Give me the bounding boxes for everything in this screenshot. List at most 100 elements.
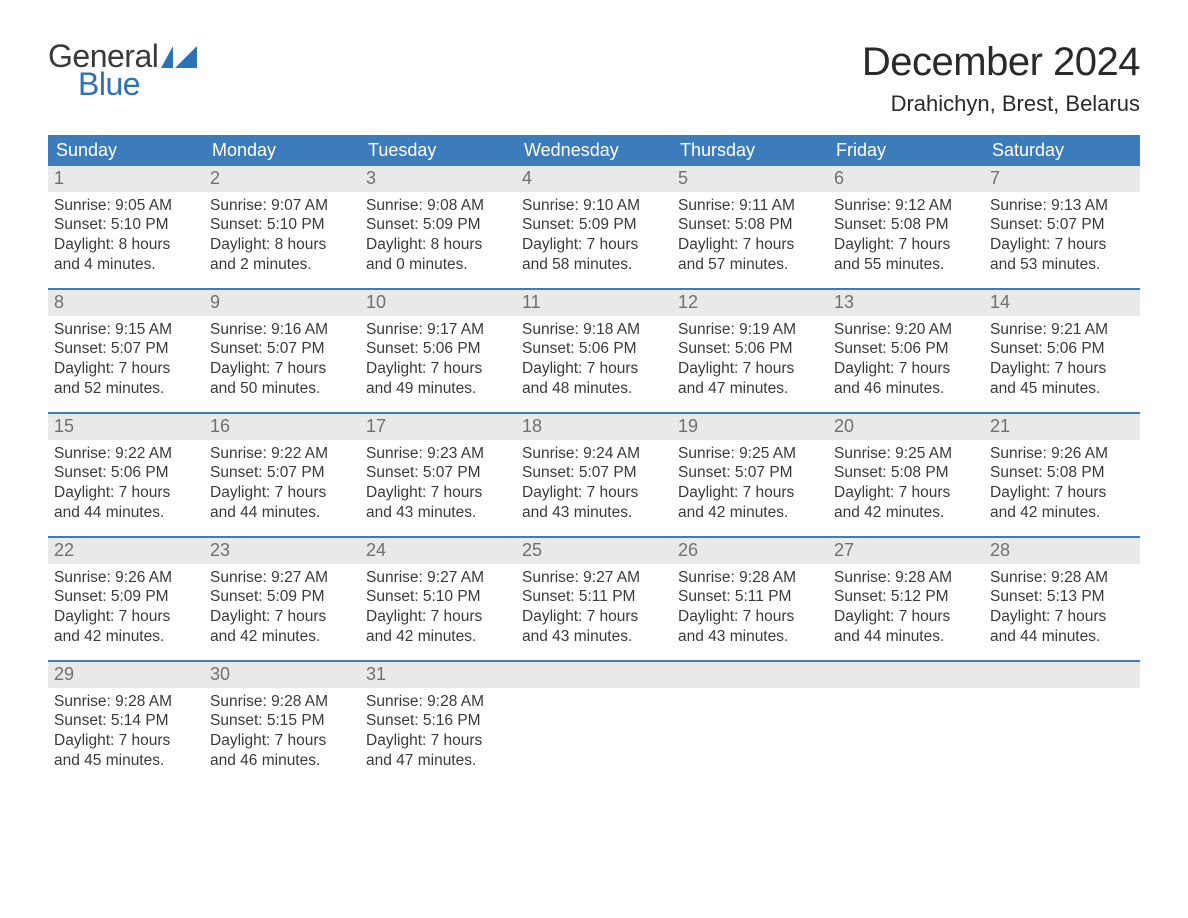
calendar-day: 13Sunrise: 9:20 AMSunset: 5:06 PMDayligh… [828,290,984,412]
dow-cell: Tuesday [360,135,516,166]
calendar-day: 28Sunrise: 9:28 AMSunset: 5:13 PMDayligh… [984,538,1140,660]
day-detail-line: Sunrise: 9:23 AM [366,444,510,464]
day-details: Sunrise: 9:25 AMSunset: 5:07 PMDaylight:… [672,440,828,531]
brand-logo: General Blue [48,40,197,100]
day-detail-line: Sunrise: 9:25 AM [678,444,822,464]
day-detail-line: and 42 minutes. [678,503,822,523]
day-number: 31 [360,662,516,688]
day-detail-line: Sunset: 5:09 PM [210,587,354,607]
day-detail-line: and 0 minutes. [366,255,510,275]
day-details: Sunrise: 9:15 AMSunset: 5:07 PMDaylight:… [48,316,204,407]
week-row: 8Sunrise: 9:15 AMSunset: 5:07 PMDaylight… [48,288,1140,412]
day-detail-line: Sunset: 5:09 PM [522,215,666,235]
weeks-container: 1Sunrise: 9:05 AMSunset: 5:10 PMDaylight… [48,166,1140,784]
day-details: Sunrise: 9:17 AMSunset: 5:06 PMDaylight:… [360,316,516,407]
day-detail-line: and 4 minutes. [54,255,198,275]
day-detail-line: Daylight: 8 hours [366,235,510,255]
day-details: Sunrise: 9:22 AMSunset: 5:07 PMDaylight:… [204,440,360,531]
day-detail-line: Sunset: 5:06 PM [834,339,978,359]
calendar-day: 19Sunrise: 9:25 AMSunset: 5:07 PMDayligh… [672,414,828,536]
day-detail-line: Daylight: 7 hours [522,359,666,379]
day-details: Sunrise: 9:27 AMSunset: 5:10 PMDaylight:… [360,564,516,655]
title-block: December 2024 Drahichyn, Brest, Belarus [862,40,1140,117]
day-detail-line: Sunset: 5:15 PM [210,711,354,731]
day-details: Sunrise: 9:27 AMSunset: 5:11 PMDaylight:… [516,564,672,655]
day-detail-line: Sunrise: 9:20 AM [834,320,978,340]
day-detail-line: and 49 minutes. [366,379,510,399]
day-number: 4 [516,166,672,192]
calendar-day: 8Sunrise: 9:15 AMSunset: 5:07 PMDaylight… [48,290,204,412]
calendar-day: 18Sunrise: 9:24 AMSunset: 5:07 PMDayligh… [516,414,672,536]
day-detail-line: Daylight: 7 hours [366,359,510,379]
day-detail-line: Sunrise: 9:22 AM [210,444,354,464]
calendar-day: 17Sunrise: 9:23 AMSunset: 5:07 PMDayligh… [360,414,516,536]
day-detail-line: Sunrise: 9:18 AM [522,320,666,340]
day-number: 29 [48,662,204,688]
day-detail-line: Sunset: 5:08 PM [990,463,1134,483]
week-row: 15Sunrise: 9:22 AMSunset: 5:06 PMDayligh… [48,412,1140,536]
calendar-day: 25Sunrise: 9:27 AMSunset: 5:11 PMDayligh… [516,538,672,660]
calendar-day: 10Sunrise: 9:17 AMSunset: 5:06 PMDayligh… [360,290,516,412]
day-details: Sunrise: 9:28 AMSunset: 5:11 PMDaylight:… [672,564,828,655]
calendar-day: 27Sunrise: 9:28 AMSunset: 5:12 PMDayligh… [828,538,984,660]
day-detail-line: and 47 minutes. [366,751,510,771]
calendar-day: 11Sunrise: 9:18 AMSunset: 5:06 PMDayligh… [516,290,672,412]
day-details: Sunrise: 9:12 AMSunset: 5:08 PMDaylight:… [828,192,984,283]
day-detail-line: Sunrise: 9:08 AM [366,196,510,216]
dow-cell: Monday [204,135,360,166]
day-detail-line: Sunrise: 9:21 AM [990,320,1134,340]
day-number [984,662,1140,688]
day-detail-line: and 42 minutes. [210,627,354,647]
day-detail-line: Sunrise: 9:27 AM [210,568,354,588]
day-detail-line: Daylight: 7 hours [522,607,666,627]
day-number: 20 [828,414,984,440]
day-number: 2 [204,166,360,192]
day-details: Sunrise: 9:13 AMSunset: 5:07 PMDaylight:… [984,192,1140,283]
day-detail-line: Sunset: 5:09 PM [54,587,198,607]
day-detail-line: Sunrise: 9:26 AM [990,444,1134,464]
day-detail-line: and 55 minutes. [834,255,978,275]
calendar-day-empty [672,662,828,784]
day-detail-line: Daylight: 7 hours [834,607,978,627]
day-detail-line: Sunset: 5:10 PM [210,215,354,235]
day-number: 26 [672,538,828,564]
day-number: 19 [672,414,828,440]
day-detail-line: and 43 minutes. [366,503,510,523]
day-number: 24 [360,538,516,564]
dow-cell: Sunday [48,135,204,166]
day-number: 8 [48,290,204,316]
day-detail-line: Sunset: 5:10 PM [366,587,510,607]
day-detail-line: Sunrise: 9:19 AM [678,320,822,340]
page-header: General Blue December 2024 Drahichyn, Br… [48,40,1140,117]
day-detail-line: Sunset: 5:06 PM [522,339,666,359]
day-detail-line: Daylight: 7 hours [54,731,198,751]
calendar-day: 12Sunrise: 9:19 AMSunset: 5:06 PMDayligh… [672,290,828,412]
day-detail-line: Daylight: 7 hours [678,235,822,255]
day-detail-line: Sunset: 5:07 PM [54,339,198,359]
day-detail-line: Sunrise: 9:28 AM [366,692,510,712]
day-detail-line: and 44 minutes. [54,503,198,523]
day-detail-line: Sunset: 5:07 PM [210,463,354,483]
day-detail-line: and 48 minutes. [522,379,666,399]
day-number: 16 [204,414,360,440]
day-detail-line: Sunset: 5:07 PM [522,463,666,483]
day-detail-line: and 44 minutes. [990,627,1134,647]
day-detail-line: Sunrise: 9:27 AM [366,568,510,588]
calendar-day: 16Sunrise: 9:22 AMSunset: 5:07 PMDayligh… [204,414,360,536]
day-detail-line: and 52 minutes. [54,379,198,399]
calendar-day: 29Sunrise: 9:28 AMSunset: 5:14 PMDayligh… [48,662,204,784]
day-detail-line: Sunrise: 9:28 AM [54,692,198,712]
day-detail-line: Sunrise: 9:17 AM [366,320,510,340]
day-detail-line: Daylight: 7 hours [210,731,354,751]
day-detail-line: Sunset: 5:07 PM [678,463,822,483]
day-detail-line: Daylight: 7 hours [366,731,510,751]
day-detail-line: Sunrise: 9:22 AM [54,444,198,464]
week-row: 22Sunrise: 9:26 AMSunset: 5:09 PMDayligh… [48,536,1140,660]
day-detail-line: and 45 minutes. [990,379,1134,399]
day-detail-line: Sunset: 5:10 PM [54,215,198,235]
day-details: Sunrise: 9:28 AMSunset: 5:16 PMDaylight:… [360,688,516,779]
day-detail-line: and 57 minutes. [678,255,822,275]
day-detail-line: and 42 minutes. [366,627,510,647]
day-detail-line: Daylight: 7 hours [678,483,822,503]
calendar-day: 7Sunrise: 9:13 AMSunset: 5:07 PMDaylight… [984,166,1140,288]
